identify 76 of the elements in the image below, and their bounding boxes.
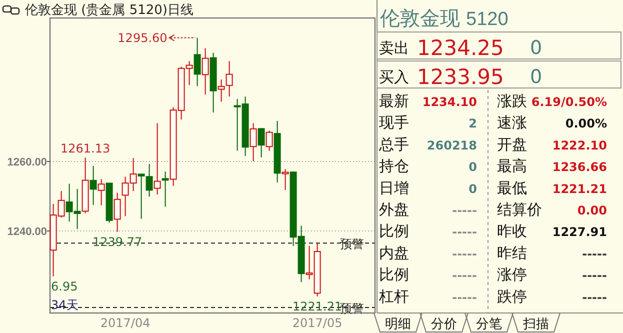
text: -----: [582, 246, 608, 261]
annotation: 34天: [51, 298, 78, 312]
y-tick-label: 1260.00: [7, 156, 47, 169]
candlestick: [162, 171, 169, 208]
text: 5120: [466, 9, 508, 30]
text: 持仓: [379, 157, 409, 176]
text: 比例: [379, 222, 409, 240]
annotation: 1261.13: [60, 142, 110, 156]
text: -----: [452, 246, 478, 261]
text: 1222.10: [552, 138, 607, 152]
candlestick: [250, 122, 257, 162]
text: 跌停: [497, 287, 527, 306]
y-tick-label: 1240.00: [7, 226, 47, 238]
candlestick: [98, 178, 105, 206]
annotation: 1295.60: [118, 30, 168, 45]
annotation: 1221.21: [292, 299, 342, 314]
text: 1234.25: [417, 36, 504, 60]
text: 0.00%: [565, 116, 607, 131]
text: 外盘: [379, 200, 409, 218]
candlestick: [226, 60, 233, 98]
text: 6.19/0.50%: [531, 95, 607, 109]
candlestick: [114, 192, 121, 232]
text: 现手: [379, 114, 409, 132]
x-tick-label: 2017/04: [100, 316, 150, 330]
text: 最新: [379, 92, 409, 110]
text: 最低: [497, 178, 527, 197]
text: -----: [452, 268, 478, 283]
text: 0: [468, 160, 477, 174]
text: 0: [468, 182, 477, 196]
candlestick: [202, 48, 209, 95]
text: -----: [452, 290, 478, 304]
text: 明细: [385, 317, 411, 332]
text: 昨结: [497, 244, 527, 262]
text: 日增: [379, 178, 409, 197]
text: 1227.91: [552, 225, 607, 240]
text: 昨收: [497, 222, 527, 240]
text: 买入: [379, 68, 409, 86]
candlestick: [90, 166, 97, 206]
text: -----: [582, 290, 608, 304]
text: 1236.66: [552, 160, 607, 174]
text: 扫描: [522, 317, 549, 332]
text: 1234.10: [422, 95, 477, 109]
x-tick-label: 2017/05: [292, 316, 342, 330]
candlestick: [218, 79, 225, 102]
text: 内盘: [379, 244, 409, 262]
text: 0: [530, 37, 542, 59]
text: 分笔: [476, 317, 502, 332]
text: -----: [452, 225, 478, 240]
chart-title: 伦敦金现 (贵金属 5120)日线: [25, 3, 194, 18]
candlestick: [282, 168, 289, 190]
text: 伦敦金现: [380, 6, 460, 30]
text: 开盘: [497, 135, 527, 154]
text: 2: [468, 116, 477, 131]
text: -----: [452, 204, 478, 218]
text: 260218: [426, 138, 477, 152]
text: 涨跌: [497, 92, 527, 110]
text: 涨停: [497, 266, 527, 284]
candlestick: [258, 128, 265, 158]
ref-line-label: 预警: [340, 237, 364, 252]
candlestick: [194, 37, 201, 87]
text: 最高: [497, 157, 527, 176]
annotation: 1239.77: [92, 234, 142, 249]
text: 1221.21: [552, 182, 607, 196]
text: 结算价: [497, 200, 542, 218]
text: 分价: [431, 317, 457, 332]
text: 比例: [379, 266, 409, 284]
text: 总手: [378, 135, 409, 154]
text: 1233.95: [417, 65, 504, 89]
candlestick: [82, 157, 89, 214]
text: 卖出: [379, 39, 409, 57]
text: 0: [530, 66, 542, 88]
annotation: 6.95: [51, 279, 78, 294]
text: -----: [582, 268, 608, 283]
text: 杠杆: [378, 287, 409, 306]
text: 速涨: [497, 114, 527, 132]
text: 0.00: [577, 204, 607, 218]
